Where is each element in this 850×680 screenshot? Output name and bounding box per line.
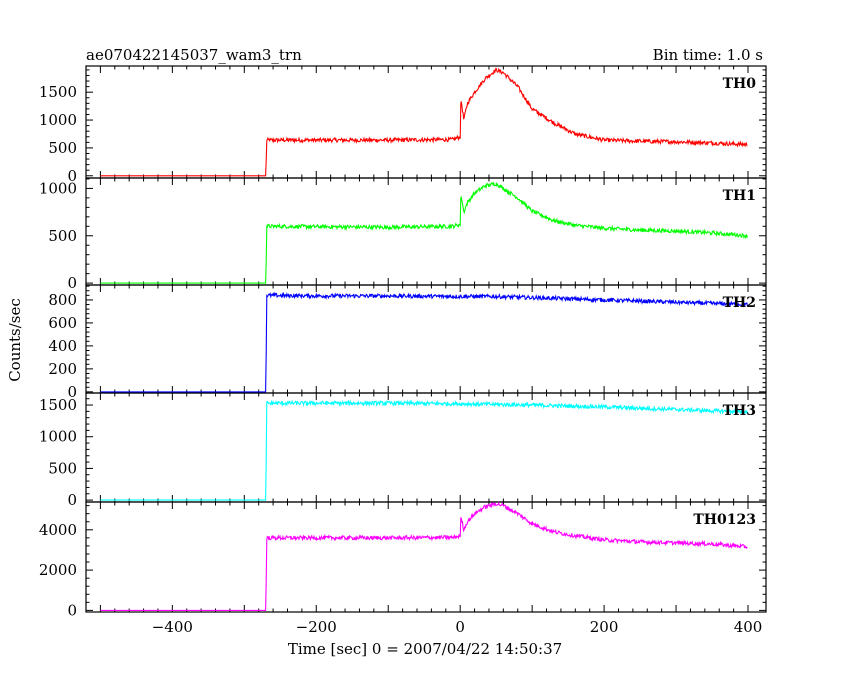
y-tick-label: 1000 — [39, 179, 77, 197]
y-tick-label: 1000 — [39, 111, 77, 129]
y-tick-label: 600 — [48, 314, 77, 332]
y-tick-label: 200 — [48, 360, 77, 378]
x-tick-label: 400 — [734, 618, 763, 636]
y-tick-label: 0 — [67, 491, 77, 509]
y-tick-label: 500 — [48, 459, 77, 477]
panel-th1: 0 500 1000 TH1 — [39, 177, 767, 292]
panel-th0123: 0 2000 4000 TH0123 — [39, 501, 767, 619]
panel-frame — [85, 65, 767, 179]
panel-label: TH0123 — [693, 512, 756, 528]
y-tick-label: 0 — [67, 601, 77, 619]
panels-group: 0 500 1000 1500 TH0 0 500 1000 TH1 0 200 400 600 800 T… — [39, 65, 767, 619]
y-tick-label: 0 — [67, 167, 77, 185]
x-tick-label: 200 — [590, 618, 619, 636]
y-tick-label: 0 — [67, 274, 77, 292]
bin-time-label: Bin time: 1.0 s — [653, 46, 763, 64]
x-tick-label: 0 — [455, 618, 465, 636]
y-axis-title: Counts/sec — [6, 298, 24, 382]
series-line-th3 — [100, 399, 748, 501]
x-tick-label: −200 — [296, 618, 337, 636]
x-tick-label: −400 — [152, 618, 193, 636]
series-line-th1 — [100, 181, 748, 284]
y-tick-label: 2000 — [39, 561, 77, 579]
y-tick-label: 400 — [48, 337, 77, 355]
series-line-th0 — [100, 67, 748, 177]
series-line-th2 — [100, 291, 748, 393]
x-axis-title: Time [sec] 0 = 2007/04/22 14:50:37 — [288, 640, 562, 658]
panel-th2: 0 200 400 600 800 TH2 — [48, 284, 767, 401]
y-tick-label: 800 — [48, 291, 77, 309]
panel-th0: 0 500 1000 1500 TH0 — [39, 65, 767, 185]
panel-label: TH1 — [723, 188, 756, 204]
y-tick-label: 1000 — [39, 428, 77, 446]
chart-title: ae070422145037_wam3_trn — [86, 46, 302, 64]
panel-frame — [85, 501, 767, 613]
y-tick-label: 0 — [67, 383, 77, 401]
y-tick-label: 500 — [48, 139, 77, 157]
panel-label: TH2 — [723, 295, 756, 311]
y-tick-label: 1500 — [39, 83, 77, 101]
series-line-th0123 — [100, 501, 748, 611]
y-tick-label: 1500 — [39, 396, 77, 414]
x-tick-labels: −400 −200 0 200 400 — [152, 618, 763, 636]
y-tick-label: 500 — [48, 227, 77, 245]
panel-label: TH3 — [723, 403, 756, 419]
y-tick-label: 4000 — [39, 521, 77, 539]
panel-label: TH0 — [723, 76, 757, 92]
panel-th3: 0 500 1000 1500 TH3 — [39, 392, 767, 509]
